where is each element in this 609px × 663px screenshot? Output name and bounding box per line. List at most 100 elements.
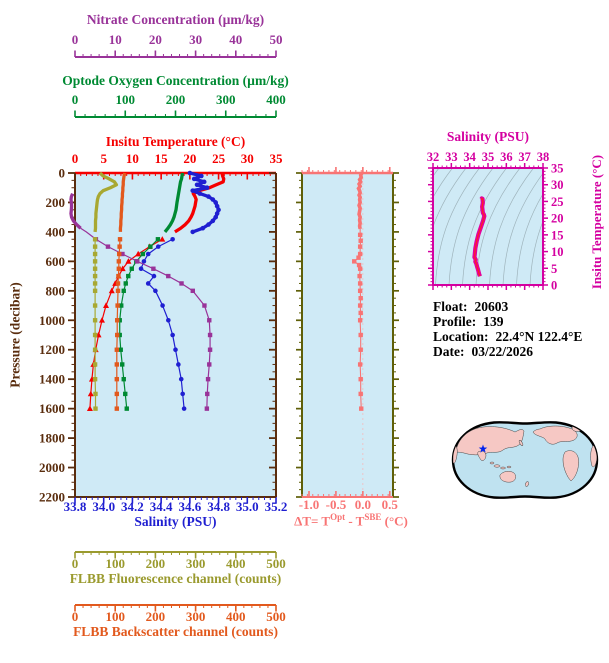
data-marker [206, 222, 211, 227]
data-marker [159, 236, 166, 242]
axis-tick-label: 500 [266, 609, 286, 624]
axis-tick-label: 34.2 [121, 499, 144, 514]
data-marker [86, 405, 93, 412]
map-land-japan [518, 440, 524, 446]
data-marker [121, 376, 126, 382]
delta-t-line [353, 228, 362, 409]
ts-temperature-tick-label: 35 [551, 162, 564, 176]
pressure-axis-title: Pressure (decibar) [7, 282, 23, 388]
ts-temperature-tick-label: 10 [551, 245, 564, 259]
date-value: 03/22/2026 [471, 343, 533, 359]
oxygen-axis-title: Optode Oxygen Concentration (µm/kg) [62, 73, 289, 88]
data-marker [166, 273, 171, 279]
data-marker [207, 332, 213, 338]
ts-temperature-tick-label: 0 [551, 279, 557, 293]
delta-tick-label: 0.0 [355, 497, 371, 512]
data-marker [116, 273, 121, 279]
axis-tick-label: 0 [72, 556, 79, 571]
data-marker [151, 273, 157, 279]
sigma-theta-contour [489, 168, 534, 285]
data-marker [92, 347, 98, 352]
fluorescence-line [93, 171, 119, 233]
date-row: Date: 03/22/2026 [433, 343, 533, 359]
data-marker [352, 259, 357, 264]
sigma-theta-contour [433, 168, 453, 199]
axis-tick-label: 200 [166, 92, 186, 107]
backscatter-axis-title: FLBB Backscatter channel (counts) [73, 624, 278, 639]
data-marker [200, 225, 206, 231]
data-marker [116, 266, 122, 271]
data-marker [92, 244, 98, 249]
axis-tick-label: 30 [241, 151, 254, 166]
axis-tick-label: 300 [186, 556, 206, 571]
float-location-star [478, 444, 488, 453]
ts-salinity-tick-label: 35 [482, 150, 495, 164]
sigma-theta-contour [502, 172, 543, 285]
salinity-line [140, 238, 185, 409]
nitrate-axis-title: Nitrate Concentration (µm/kg) [86, 12, 265, 27]
data-marker [98, 317, 105, 323]
data-marker [199, 173, 204, 179]
data-marker [194, 182, 200, 188]
data-marker [357, 281, 363, 286]
ts-salinity-tick-label: 34 [463, 150, 476, 164]
pressure-tick-label: 400 [46, 224, 66, 239]
data-marker [124, 406, 129, 411]
data-marker [206, 194, 211, 199]
data-marker [213, 214, 218, 220]
ts-salinity-tick-label: 32 [427, 150, 440, 164]
oxygen-line [163, 172, 185, 233]
pressure-tick-label: 0 [59, 166, 66, 181]
data-marker [213, 200, 218, 205]
data-marker [115, 318, 120, 323]
axis-tick-label: 10 [109, 32, 122, 47]
axis-tick-label: 0 [72, 92, 79, 107]
ts-temperature-tick-label: 25 [551, 195, 564, 209]
fluorescence-axis-title: FLBB Fluorescence channel (counts) [69, 571, 282, 586]
axis-tick-label: 35.0 [236, 499, 259, 514]
axis-tick-label: 0 [72, 32, 79, 47]
pressure-tick-label: 2000 [39, 460, 65, 475]
temperature-line [89, 238, 163, 409]
data-marker [173, 347, 178, 353]
data-marker [191, 176, 197, 182]
data-marker [197, 191, 203, 196]
data-marker [166, 317, 171, 323]
data-marker [117, 244, 122, 249]
ts-salinity-tick-label: 37 [518, 150, 531, 164]
density-contours [433, 168, 543, 285]
pressure-tick-label: 1600 [39, 401, 65, 416]
profile-number-row: Profile: 139 [433, 313, 504, 329]
axis-tick-label: 10 [126, 151, 139, 166]
data-marker [115, 332, 120, 338]
data-marker [155, 244, 161, 249]
axis-tick-label: 400 [226, 556, 246, 571]
axis-tick-label: 0 [72, 609, 79, 624]
pressure-tick-label: 1400 [39, 372, 65, 387]
data-marker [205, 391, 210, 397]
data-marker [357, 362, 363, 367]
delta-plot-background [302, 173, 393, 497]
nitrate-line [69, 192, 82, 230]
data-marker [358, 376, 363, 382]
data-marker [103, 302, 110, 308]
axis-tick-label: 300 [186, 609, 206, 624]
location-value: 22.4°N 122.4°E [495, 328, 583, 344]
data-marker [123, 281, 128, 286]
data-marker [92, 318, 98, 323]
data-marker [115, 281, 121, 286]
pressure-tick-label: 200 [46, 195, 66, 210]
map-land-india [477, 450, 487, 461]
data-marker [92, 362, 98, 367]
data-marker [357, 273, 362, 279]
data-marker [180, 391, 185, 397]
data-marker [123, 391, 128, 397]
data-marker [114, 376, 120, 382]
data-marker [357, 266, 363, 271]
data-marker [359, 406, 364, 411]
ts-salinity-tick-label: 38 [537, 150, 550, 164]
map-land-island [506, 465, 512, 469]
map-land-south-america [562, 450, 579, 482]
